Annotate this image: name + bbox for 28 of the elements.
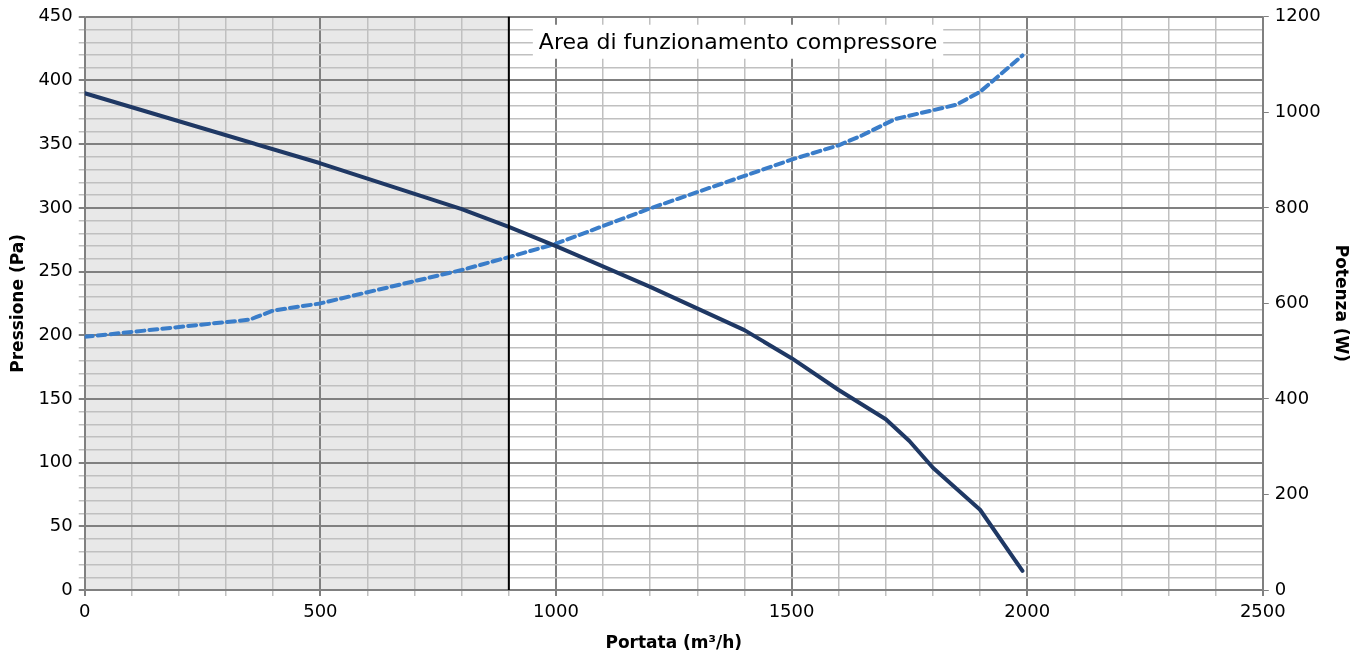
y-tick-label: 400 bbox=[38, 68, 73, 90]
x-axis-title: Portata (m³/h) bbox=[605, 632, 743, 653]
y2-tick-label: 0 bbox=[1274, 577, 1287, 599]
x-tick-label: 0 bbox=[79, 600, 91, 622]
y2-tick-label: 400 bbox=[1274, 386, 1310, 408]
x-tick-label: 2500 bbox=[1239, 600, 1286, 622]
y-tick-label: 150 bbox=[38, 386, 73, 408]
y-tick-label: 100 bbox=[38, 450, 73, 472]
y-tick-label: 350 bbox=[38, 131, 73, 153]
y-tick-label: 300 bbox=[38, 195, 73, 217]
y-tick-label: 450 bbox=[38, 4, 73, 26]
y2-tick-label: 600 bbox=[1274, 291, 1310, 313]
y-tick-label: 250 bbox=[38, 259, 73, 281]
x-tick-label: 1500 bbox=[768, 600, 815, 622]
ref-line-label: Area di funzionamento compressore bbox=[538, 28, 938, 54]
y2-tick-label: 200 bbox=[1274, 482, 1310, 504]
y-tick-label: 0 bbox=[61, 577, 73, 599]
y-axis-title: Pressione (Pa) bbox=[6, 234, 27, 373]
y2-tick-label: 1000 bbox=[1274, 100, 1321, 122]
y2-tick-label: 800 bbox=[1274, 195, 1310, 217]
x-tick-label: 500 bbox=[303, 600, 338, 622]
y-tick-label: 200 bbox=[38, 322, 73, 344]
y2-axis-title: Potenza (W) bbox=[1332, 244, 1353, 363]
x-tick-label: 2000 bbox=[1004, 600, 1051, 622]
y-tick-label: 50 bbox=[49, 513, 73, 535]
x-tick-label: 1000 bbox=[533, 600, 579, 622]
y2-tick-label: 1200 bbox=[1274, 4, 1321, 26]
line-series bbox=[84, 53, 1025, 339]
